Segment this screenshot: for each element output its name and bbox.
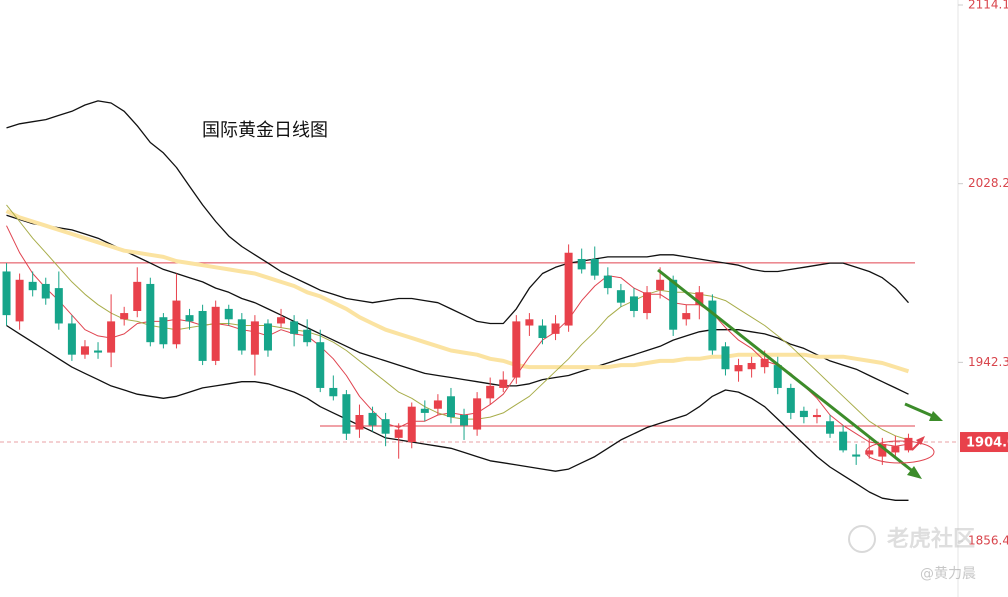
candle-body bbox=[446, 396, 455, 418]
candle-body bbox=[603, 275, 612, 289]
candle-body bbox=[41, 283, 50, 299]
watermark-logo bbox=[848, 525, 876, 553]
candle-body bbox=[904, 437, 913, 451]
candle-body bbox=[799, 410, 808, 418]
arrow-head bbox=[907, 466, 922, 479]
candle-body bbox=[316, 342, 325, 388]
y-tick-label: 2028.2 bbox=[968, 176, 1008, 190]
candle-body bbox=[878, 444, 887, 457]
candle-body bbox=[2, 271, 11, 316]
candle-body bbox=[15, 279, 24, 322]
candle-body bbox=[263, 323, 272, 351]
candle-body bbox=[342, 394, 351, 434]
candle-body bbox=[80, 346, 89, 355]
candle-body bbox=[54, 288, 63, 324]
candle-body bbox=[669, 279, 678, 330]
candle-body bbox=[198, 310, 207, 361]
candle-body bbox=[290, 321, 299, 334]
candle-body bbox=[407, 406, 416, 443]
trend-line bbox=[657, 268, 916, 475]
candle-body bbox=[185, 315, 194, 322]
candle-body bbox=[525, 319, 534, 326]
candle-body bbox=[420, 408, 429, 413]
y-tick-label: 1942.3 bbox=[968, 355, 1008, 369]
candle-body bbox=[826, 421, 835, 434]
candle-body bbox=[159, 317, 168, 345]
y-tick-label: 2114.1 bbox=[968, 0, 1008, 11]
arrow-head bbox=[929, 411, 943, 421]
candle-body bbox=[629, 296, 638, 311]
candle-body bbox=[891, 446, 900, 453]
watermark-author: @黄力晨 bbox=[920, 565, 976, 582]
candle-body bbox=[224, 308, 233, 320]
candle-body bbox=[211, 306, 220, 361]
candle-body bbox=[120, 313, 129, 320]
candle-body bbox=[512, 321, 521, 378]
candle-body bbox=[865, 450, 874, 455]
indicator-line bbox=[6, 324, 909, 501]
arrow-head bbox=[916, 436, 925, 445]
annotations bbox=[657, 268, 943, 479]
indicator-line bbox=[6, 225, 909, 447]
candle-body bbox=[721, 346, 730, 370]
candle-body bbox=[133, 281, 142, 311]
candle-body bbox=[734, 365, 743, 372]
candle-body bbox=[616, 290, 625, 303]
chart-title: 国际黄金日线图 bbox=[202, 120, 328, 141]
candle-body bbox=[250, 321, 259, 355]
y-tick-label: 1856.4 bbox=[968, 534, 1008, 548]
candle-body bbox=[708, 300, 717, 351]
candle-body bbox=[329, 387, 338, 397]
watermark-brand: 老虎社区 bbox=[886, 526, 975, 552]
candle-body bbox=[237, 319, 246, 351]
trend-arrow bbox=[904, 402, 936, 419]
candle-body bbox=[355, 414, 364, 430]
candle-body bbox=[551, 323, 560, 334]
watermark: 老虎社区 @黄力晨 bbox=[848, 525, 976, 582]
candle-body bbox=[760, 358, 769, 368]
candle-body bbox=[656, 279, 665, 291]
candle-body bbox=[682, 313, 691, 320]
candle-body bbox=[460, 414, 469, 426]
candle-body bbox=[812, 414, 821, 418]
candle-body bbox=[94, 350, 103, 353]
plot-area: 2114.1 2028.2 1942.3 1856.4 1904.0 bbox=[0, 0, 1008, 548]
circle-mark bbox=[865, 440, 935, 464]
candle-body bbox=[433, 400, 442, 409]
candle-body bbox=[67, 323, 76, 355]
candle-body bbox=[577, 258, 586, 270]
candle-body bbox=[839, 431, 848, 451]
indicator-line bbox=[6, 100, 909, 325]
candle-body bbox=[852, 454, 861, 457]
candle-body bbox=[394, 429, 403, 438]
candle-body bbox=[473, 398, 482, 430]
last-price-box bbox=[960, 432, 1008, 453]
candle-body bbox=[643, 292, 652, 314]
candle-body bbox=[538, 325, 547, 339]
candle-body bbox=[564, 252, 573, 326]
candle-body bbox=[28, 281, 37, 291]
candle-body bbox=[303, 329, 312, 343]
candle-body bbox=[747, 362, 756, 370]
candle-body bbox=[486, 385, 495, 399]
candle-body bbox=[368, 412, 377, 426]
candle-body bbox=[107, 321, 116, 353]
candle-body bbox=[146, 283, 155, 343]
candle-body bbox=[381, 419, 390, 434]
candle-body bbox=[786, 387, 795, 413]
candle-body bbox=[277, 317, 286, 324]
candle-body bbox=[773, 365, 782, 388]
candle-body bbox=[499, 379, 508, 388]
indicator-line bbox=[6, 214, 909, 395]
indicator-line bbox=[6, 204, 909, 441]
candle-body bbox=[695, 292, 704, 305]
candle-body bbox=[172, 300, 181, 345]
candle-body bbox=[590, 258, 599, 276]
last-price-label: 1904.0 bbox=[966, 436, 1008, 451]
